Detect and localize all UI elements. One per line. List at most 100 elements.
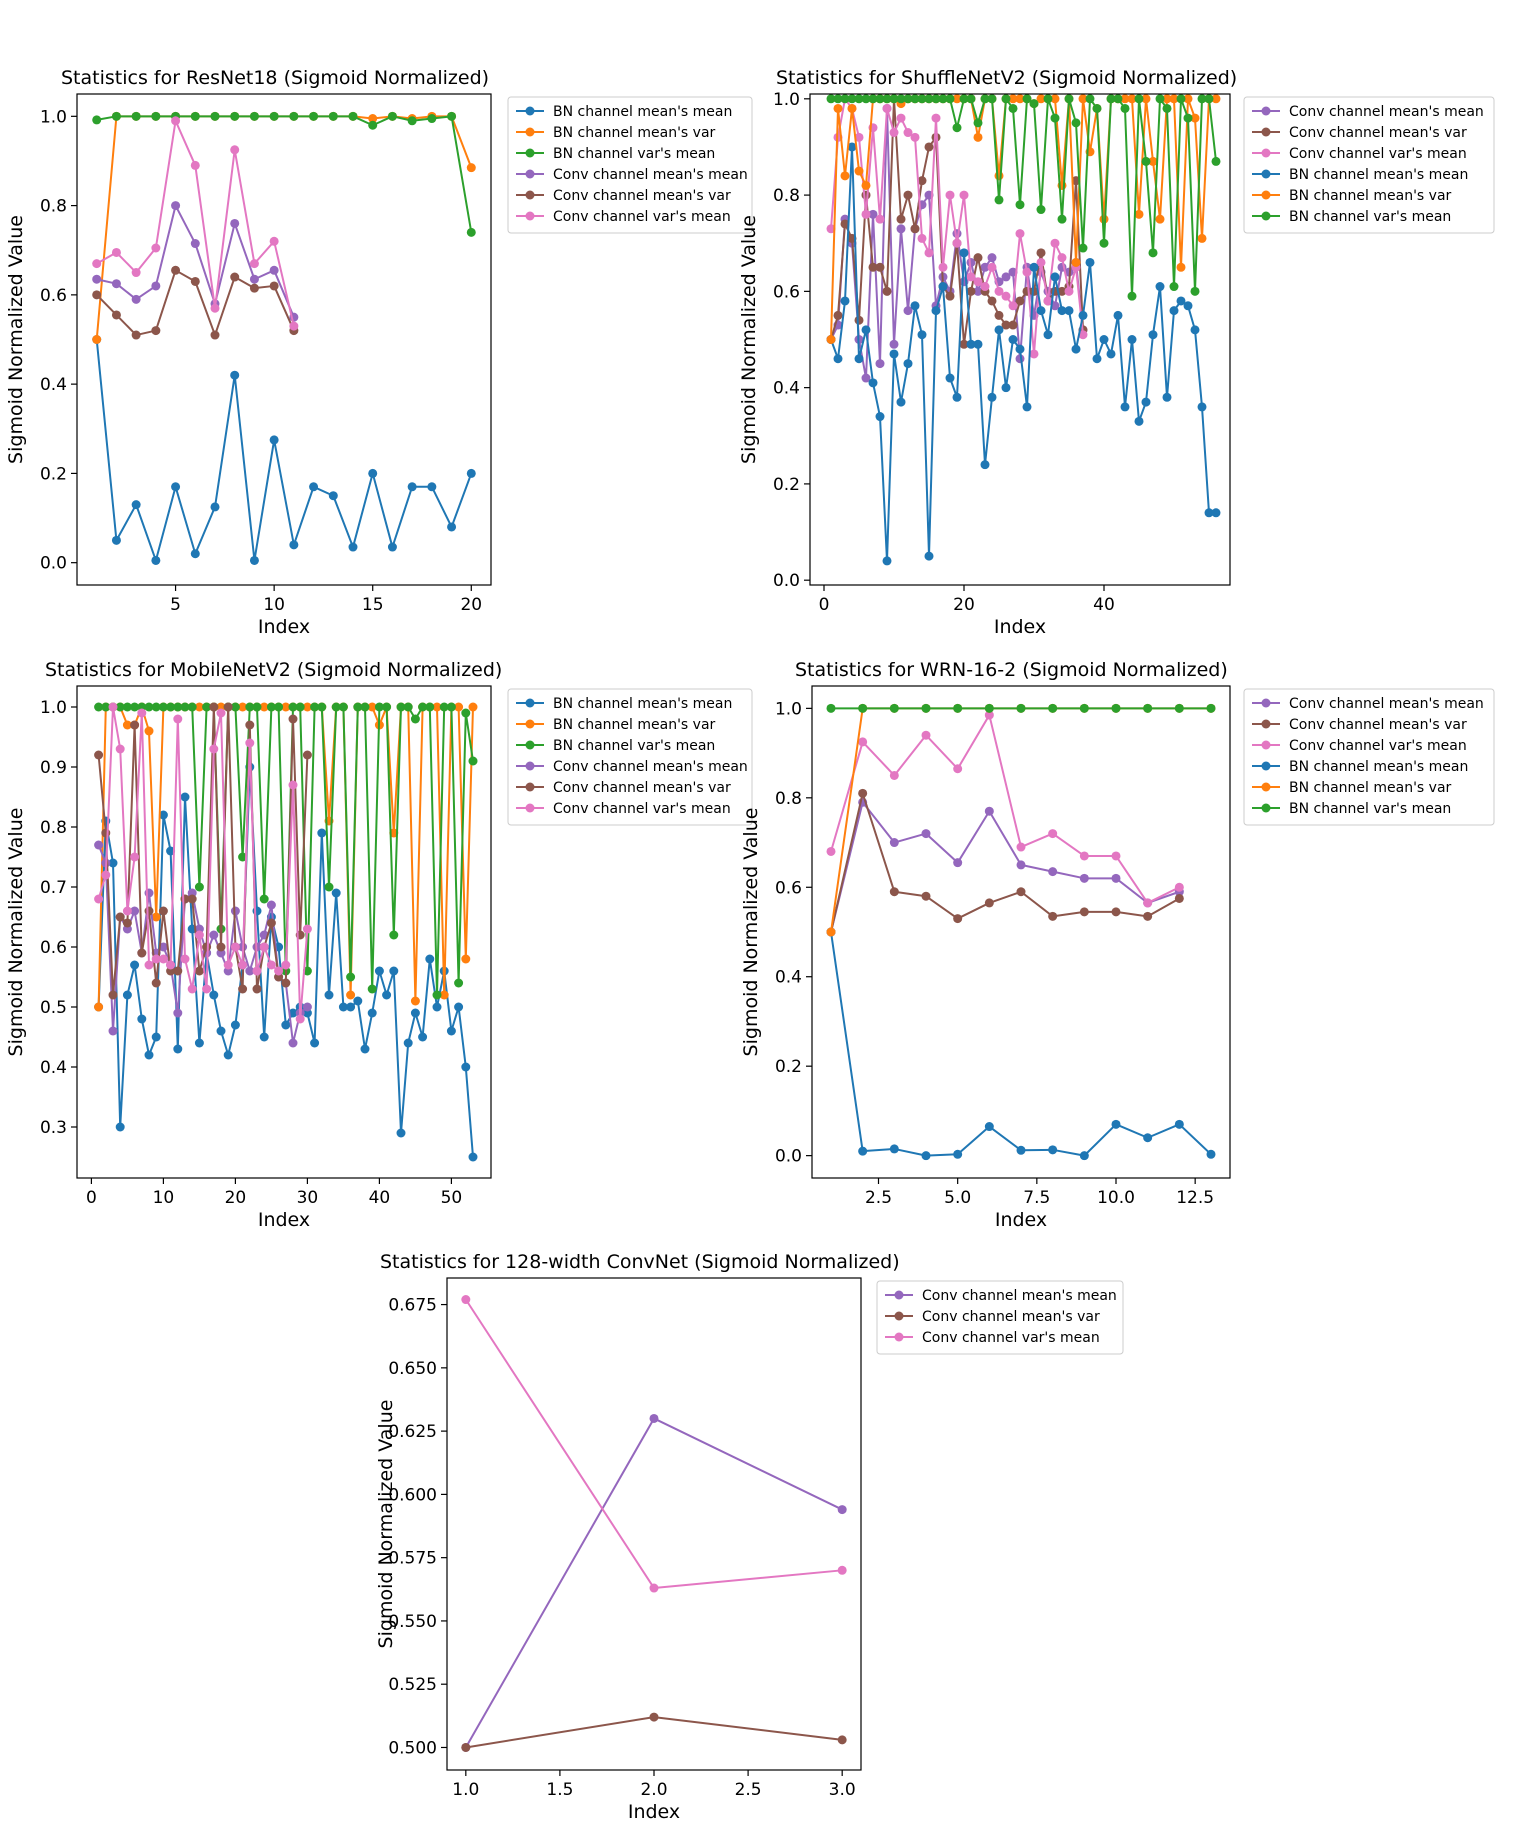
data-point (1029, 99, 1039, 109)
data-point (210, 502, 220, 512)
data-point (346, 1002, 356, 1012)
data-point (1155, 282, 1165, 292)
data-point (1015, 344, 1025, 354)
data-point (101, 702, 111, 712)
data-point (868, 262, 878, 272)
data-point (223, 702, 233, 712)
data-point (122, 702, 132, 712)
data-point (910, 224, 920, 234)
data-point (446, 702, 456, 712)
y-tick-label: 0.8 (775, 789, 802, 809)
data-point (945, 291, 955, 301)
data-point (410, 1008, 420, 1018)
data-point (882, 556, 892, 566)
data-point (1206, 703, 1216, 713)
data-point (410, 714, 420, 724)
series-line (830, 707, 1211, 933)
data-point (1022, 267, 1032, 277)
legend-swatch-marker (1261, 190, 1271, 200)
data-point (1099, 335, 1109, 344)
data-point (425, 702, 435, 712)
data-point (896, 214, 906, 224)
legend-label: Conv channel mean's var (922, 1309, 1100, 1325)
data-point (896, 113, 906, 123)
data-point (1085, 257, 1095, 267)
data-point (1050, 113, 1060, 123)
data-point (173, 714, 183, 724)
data-point (868, 378, 878, 388)
y-tick-label: 0.6 (40, 938, 67, 958)
data-point (1148, 248, 1158, 258)
data-point (130, 852, 140, 862)
data-point (1078, 310, 1088, 320)
x-tick-label: 0 (86, 1188, 97, 1208)
data-point (1174, 893, 1184, 903)
legend-label: BN channel mean's var (1289, 188, 1452, 204)
data-point (210, 111, 220, 121)
data-point (245, 966, 255, 976)
legend-box (507, 96, 753, 234)
data-point (868, 209, 878, 219)
data-point (953, 858, 963, 868)
data-point (158, 702, 168, 712)
data-point (987, 262, 997, 272)
legend-swatch-marker (1261, 803, 1271, 813)
legend-label: Conv channel mean's var (553, 188, 731, 204)
legend: Conv channel mean's mean Conv channel mea… (1243, 96, 1495, 234)
y-tick-label: 0.2 (775, 1057, 802, 1077)
data-point (984, 898, 994, 908)
data-point (209, 990, 219, 1000)
data-point (173, 966, 183, 976)
data-point (917, 176, 927, 186)
data-point (840, 219, 850, 229)
data-point (966, 272, 976, 282)
data-point (269, 265, 279, 275)
x-tick-label: 40 (369, 1188, 391, 1208)
legend-label: BN channel mean's mean (1289, 759, 1468, 775)
data-point (994, 310, 1004, 320)
data-point (216, 708, 226, 718)
data-point (190, 111, 200, 121)
legend-label: Conv channel var's mean (1289, 738, 1467, 754)
y-tick-label: 0.4 (773, 379, 800, 399)
data-point (230, 702, 240, 712)
data-point (432, 702, 442, 712)
data-point (861, 325, 871, 335)
legend-label: BN channel mean's mean (553, 104, 732, 120)
data-point (973, 253, 983, 263)
data-point (151, 954, 161, 964)
y-tick-label: 0.550 (388, 1612, 437, 1632)
data-point (331, 888, 341, 898)
data-point (1120, 103, 1130, 113)
plot-frame (76, 93, 492, 586)
y-tick-label: 0.575 (388, 1549, 437, 1569)
data-point (367, 984, 377, 994)
y-tick-label: 0.8 (773, 186, 800, 206)
data-point (432, 990, 442, 1000)
data-point (889, 339, 899, 349)
data-point (94, 702, 104, 712)
data-point (980, 262, 990, 272)
data-point (171, 265, 181, 275)
legend: BN channel mean's mean BN channel mean's … (507, 96, 753, 234)
data-point (281, 960, 291, 970)
legend-label: Conv channel mean's var (553, 780, 731, 796)
data-point (281, 978, 291, 988)
data-point (238, 960, 248, 970)
data-point (288, 1008, 298, 1018)
data-point (209, 744, 219, 754)
data-point (115, 1122, 125, 1132)
data-point (389, 966, 399, 976)
data-point (403, 702, 413, 712)
y-tick-label: 0.525 (388, 1675, 437, 1695)
data-point (249, 111, 259, 121)
data-point (230, 906, 240, 916)
data-point (1016, 1145, 1026, 1155)
data-point (984, 806, 994, 816)
data-point (216, 1026, 226, 1036)
data-point (1071, 118, 1081, 128)
legend-label: BN channel var's mean (553, 738, 715, 754)
data-point (833, 354, 843, 364)
x-tick-label: 2.5 (735, 1780, 762, 1800)
data-point (166, 702, 176, 712)
